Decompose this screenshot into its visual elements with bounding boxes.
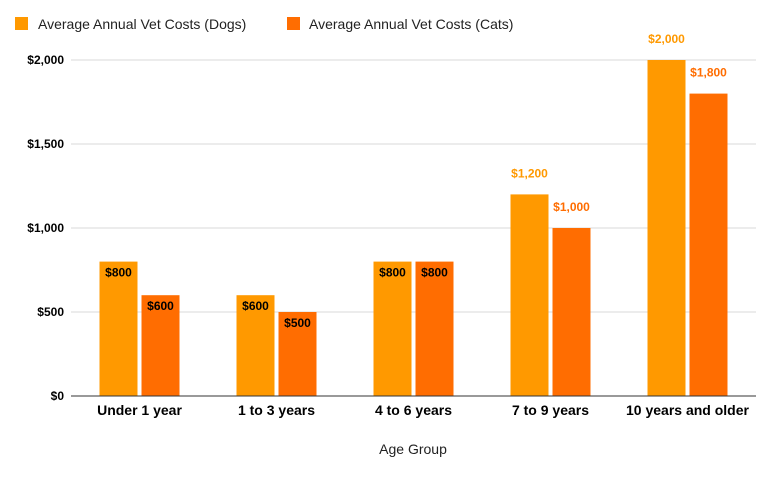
bar-cats	[278, 312, 317, 396]
data-label-cats: $1,800	[690, 66, 727, 80]
legend-swatch-cats	[287, 17, 300, 30]
data-label-dogs: $800	[105, 266, 132, 280]
legend-label-dogs: Average Annual Vet Costs (Dogs)	[38, 16, 246, 32]
data-labels: $800 $600 $600 $500 $800 $800 $1,200 $1,000 $2,0…	[105, 32, 727, 330]
y-axis-ticks: $0 $500 $1,000 $1,500 $2,000	[27, 53, 64, 403]
x-tick-label: 1 to 3 years	[238, 402, 315, 418]
bar-dogs	[99, 261, 138, 396]
y-tick-label: $0	[51, 389, 65, 403]
bars	[99, 60, 728, 396]
data-label-dogs: $2,000	[648, 32, 685, 46]
y-tick-label: $2,000	[27, 53, 64, 67]
bar-dogs	[647, 60, 686, 396]
legend-swatch-dogs	[15, 17, 28, 30]
bar-cats	[415, 261, 454, 396]
bar-cats	[141, 295, 180, 396]
y-tick-label: $1,000	[27, 221, 64, 235]
x-axis-ticks: Under 1 year 1 to 3 years 4 to 6 years 7 to…	[97, 402, 749, 418]
data-label-dogs: $800	[379, 266, 406, 280]
data-label-cats: $500	[284, 316, 311, 330]
bar-cats	[552, 228, 591, 396]
gridlines	[71, 59, 756, 313]
data-label-cats: $600	[147, 299, 174, 313]
x-tick-label: 10 years and older	[626, 402, 750, 418]
bar-dogs	[373, 261, 412, 396]
x-tick-label: 7 to 9 years	[512, 402, 589, 418]
data-label-dogs: $600	[242, 299, 269, 313]
data-label-cats: $1,000	[553, 200, 590, 214]
bar-dogs	[236, 295, 275, 396]
x-tick-label: 4 to 6 years	[375, 402, 452, 418]
legend: Average Annual Vet Costs (Dogs) Average …	[15, 16, 513, 32]
y-tick-label: $500	[37, 305, 64, 319]
bar-dogs	[510, 194, 549, 396]
y-tick-label: $1,500	[27, 137, 64, 151]
bar-cats	[689, 93, 728, 396]
data-label-dogs: $1,200	[511, 166, 548, 180]
x-tick-label: Under 1 year	[97, 402, 182, 418]
data-label-cats: $800	[421, 266, 448, 280]
x-axis-title: Age Group	[379, 441, 447, 457]
legend-label-cats: Average Annual Vet Costs (Cats)	[309, 16, 513, 32]
